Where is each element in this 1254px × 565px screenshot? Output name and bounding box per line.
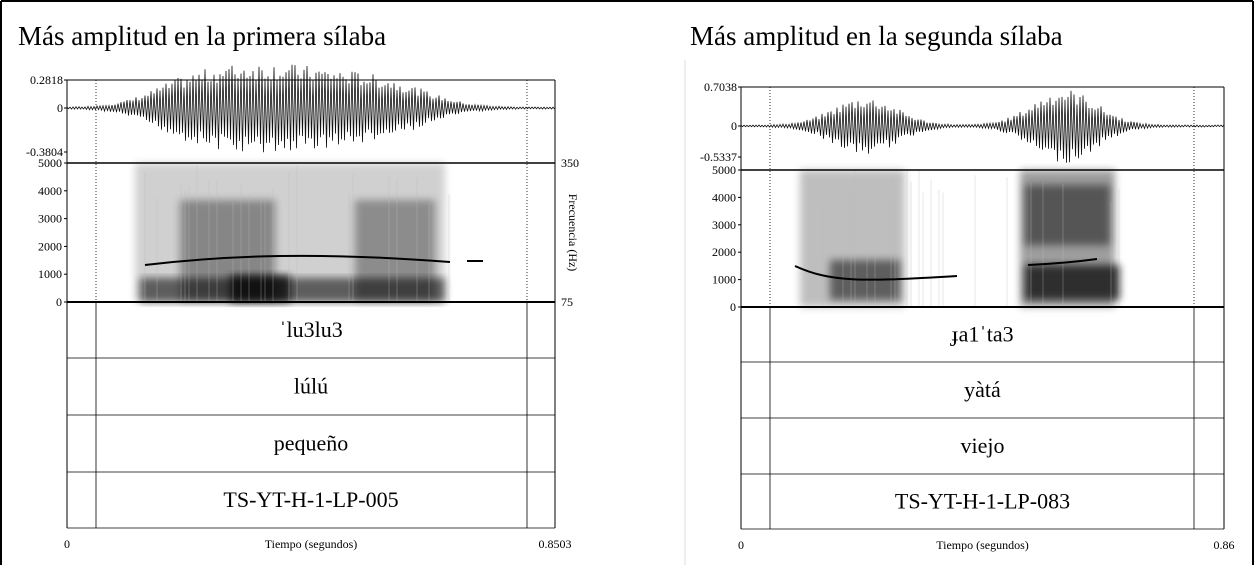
pitch-label: 350	[561, 156, 579, 170]
waveform-label: 0	[731, 119, 737, 133]
spectrogram-label: 2000	[712, 245, 736, 259]
waveform-label: 0.7038	[704, 80, 737, 94]
spectrogram-label: 1000	[38, 267, 62, 281]
spectrogram-shade	[140, 278, 445, 302]
waveform	[740, 90, 1225, 163]
spectrogram-label: 3000	[38, 212, 62, 226]
x-label: 0	[64, 537, 70, 551]
pitch-contour	[794, 265, 958, 281]
x-label: 0.86	[1214, 538, 1235, 552]
tier-text: ɟa1ˈta3	[949, 322, 1013, 347]
tier-text: TS-YT-H-1-LP-083	[895, 489, 1070, 514]
spectrogram-label: 5000	[712, 163, 736, 177]
spectrogram-label: 0	[56, 295, 62, 309]
pitch-contour	[1027, 258, 1098, 266]
waveform	[66, 64, 555, 153]
spectrogram-label: 3000	[712, 218, 736, 232]
tier-text: TS-YT-H-1-LP-005	[223, 487, 398, 512]
x-axis-label: Tiempo (segundos)	[265, 537, 358, 551]
pitch-contour	[144, 254, 451, 266]
x-axis-label: Tiempo (segundos)	[936, 538, 1029, 552]
spectrogram-label: 2000	[38, 239, 62, 253]
pitch-axis-label: Frecuencia (Hz)	[566, 194, 580, 272]
x-label: 0.8503	[539, 537, 572, 551]
waveform-label: 0	[57, 101, 63, 115]
tier-text: yàtá	[964, 377, 1001, 402]
tier-text: pequeño	[274, 431, 349, 456]
waveform-label: -0.5337	[700, 150, 737, 164]
spectrogram-label: 0	[730, 300, 736, 314]
tier-text: viejo	[961, 433, 1005, 458]
waveform-label: -0.3804	[26, 145, 63, 159]
panel-title: Más amplitud en la primera sílaba	[18, 21, 386, 51]
spectrogram-label: 1000	[712, 273, 736, 287]
spectrogram-shade	[1025, 185, 1110, 245]
waveform-label: 0.2818	[30, 73, 63, 87]
panel-title: Más amplitud en la segunda sílaba	[690, 21, 1063, 51]
spectrogram-label: 4000	[38, 184, 62, 198]
spectrogram-shade	[1025, 265, 1120, 300]
pitch-label: 75	[561, 295, 573, 309]
tier-text: lúlú	[294, 374, 328, 399]
spectrogram-label: 5000	[38, 156, 62, 170]
x-label: 0	[738, 538, 744, 552]
tier-text: ˈlu3lu3	[279, 317, 343, 342]
spectrogram-shade	[230, 275, 290, 302]
spectrogram-label: 4000	[712, 190, 736, 204]
